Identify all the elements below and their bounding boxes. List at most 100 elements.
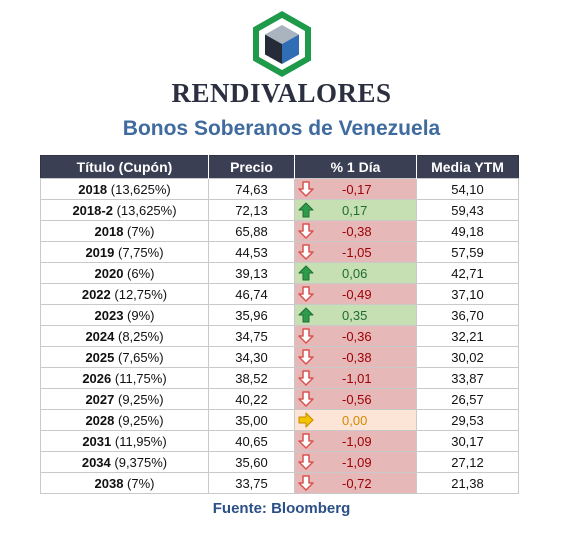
price-cell: 34,75 [208, 325, 295, 347]
bond-coupon: (7,65%) [118, 349, 164, 365]
price-cell: 40,22 [208, 388, 295, 410]
bond-year: 2038 [94, 475, 124, 491]
arrow-down-icon [298, 349, 314, 365]
ytm-cell: 49,18 [416, 220, 519, 242]
arrow-up-icon [298, 307, 314, 323]
ytm-cell: 54,10 [416, 178, 519, 200]
arrow-down-icon [298, 286, 314, 302]
price-cell: 35,60 [208, 451, 295, 473]
change-cell: -0,17 [294, 178, 417, 200]
bond-coupon: (9,375%) [114, 454, 168, 470]
bond-title-cell: 2018 (13,625%) [40, 178, 209, 200]
ytm-cell: 30,17 [416, 430, 519, 452]
table-row: 2025 (7,65%) 34,30 -0,38 30,02 [40, 346, 519, 368]
bond-year: 2034 [81, 454, 111, 470]
change-value: -0,17 [342, 182, 372, 197]
bond-title-cell: 2020 (6%) [40, 262, 209, 284]
ytm-cell: 32,21 [416, 325, 519, 347]
price-cell: 46,74 [208, 283, 295, 305]
ytm-cell: 59,43 [416, 199, 519, 221]
ytm-cell: 21,38 [416, 472, 519, 494]
change-value: -0,38 [342, 224, 372, 239]
column-header-change: % 1 Día [294, 155, 417, 179]
change-value: -0,72 [342, 476, 372, 491]
brand-name: RENDIVALORES [171, 78, 392, 108]
bond-title-cell: 2034 (9,375%) [40, 451, 209, 473]
price-cell: 65,88 [208, 220, 295, 242]
ytm-cell: 57,59 [416, 241, 519, 263]
price-cell: 38,52 [208, 367, 295, 389]
bond-year: 2018-2 [72, 202, 113, 218]
arrow-down-icon [298, 391, 314, 407]
arrow-down-icon [298, 454, 314, 470]
change-value: -0,49 [342, 287, 372, 302]
bond-title-cell: 2027 (9,25%) [40, 388, 209, 410]
bond-year: 2027 [85, 391, 115, 407]
bond-coupon: (9,25%) [118, 412, 164, 428]
bond-coupon: (7%) [127, 475, 155, 491]
price-cell: 35,00 [208, 409, 295, 431]
ytm-cell: 42,71 [416, 262, 519, 284]
bond-coupon: (7,75%) [118, 244, 164, 260]
bond-year: 2018 [94, 223, 124, 239]
change-cell: -1,01 [294, 367, 417, 389]
price-cell: 39,13 [208, 262, 295, 284]
table-row: 2020 (6%) 39,13 0,06 42,71 [40, 262, 519, 284]
bonds-table: Título (Cupón) Precio % 1 Día Media YTM … [40, 155, 519, 494]
bond-title-cell: 2031 (11,95%) [40, 430, 209, 452]
arrow-down-icon [298, 475, 314, 491]
change-cell: -0,38 [294, 220, 417, 242]
change-cell: -1,05 [294, 241, 417, 263]
source-credit: Fuente: Bloomberg [212, 500, 351, 517]
table-row: 2038 (7%) 33,75 -0,72 21,38 [40, 472, 519, 494]
bond-year: 2031 [82, 433, 112, 449]
arrow-down-icon [298, 370, 314, 386]
arrow-up-icon [298, 202, 314, 218]
table-row: 2034 (9,375%) 35,60 -1,09 27,12 [40, 451, 519, 473]
arrow-down-icon [298, 223, 314, 239]
bond-coupon: (13,625%) [116, 202, 177, 218]
bond-coupon: (8,25%) [118, 328, 164, 344]
change-value: 0,06 [342, 266, 368, 281]
table-row: 2022 (12,75%) 46,74 -0,49 37,10 [40, 283, 519, 305]
table-header-row: Título (Cupón) Precio % 1 Día Media YTM [40, 155, 519, 179]
price-cell: 33,75 [208, 472, 295, 494]
bond-year: 2022 [81, 286, 111, 302]
table-row: 2018 (13,625%) 74,63 -0,17 54,10 [40, 178, 519, 200]
bond-coupon: (9%) [127, 307, 155, 323]
arrow-down-icon [298, 328, 314, 344]
bond-title-cell: 2028 (9,25%) [40, 409, 209, 431]
ytm-cell: 27,12 [416, 451, 519, 473]
table-row: 2019 (7,75%) 44,53 -1,05 57,59 [40, 241, 519, 263]
bond-title-cell: 2038 (7%) [40, 472, 209, 494]
bond-year: 2019 [85, 244, 115, 260]
ytm-cell: 37,10 [416, 283, 519, 305]
rendivalores-logo-icon [253, 11, 311, 77]
bond-coupon: (12,75%) [114, 286, 168, 302]
change-value: -1,05 [342, 245, 372, 260]
column-header-ytm: Media YTM [416, 155, 519, 179]
arrow-down-icon [298, 244, 314, 260]
change-value: 0,00 [342, 413, 368, 428]
bond-title-cell: 2024 (8,25%) [40, 325, 209, 347]
bond-title-cell: 2025 (7,65%) [40, 346, 209, 368]
arrow-up-icon [298, 265, 314, 281]
change-value: -1,09 [342, 434, 372, 449]
change-cell: 0,00 [294, 409, 417, 431]
change-cell: -0,49 [294, 283, 417, 305]
bond-year: 2023 [94, 307, 124, 323]
table-row: 2018 (7%) 65,88 -0,38 49,18 [40, 220, 519, 242]
change-cell: 0,17 [294, 199, 417, 221]
change-cell: -0,38 [294, 346, 417, 368]
change-cell: 0,06 [294, 262, 417, 284]
table-row: 2023 (9%) 35,96 0,35 36,70 [40, 304, 519, 326]
change-value: -0,36 [342, 329, 372, 344]
change-cell: -0,56 [294, 388, 417, 410]
ytm-cell: 36,70 [416, 304, 519, 326]
ytm-cell: 30,02 [416, 346, 519, 368]
bond-title-cell: 2026 (11,75%) [40, 367, 209, 389]
bond-coupon: (9,25%) [118, 391, 164, 407]
change-cell: -1,09 [294, 430, 417, 452]
change-value: -0,38 [342, 350, 372, 365]
price-cell: 44,53 [208, 241, 295, 263]
